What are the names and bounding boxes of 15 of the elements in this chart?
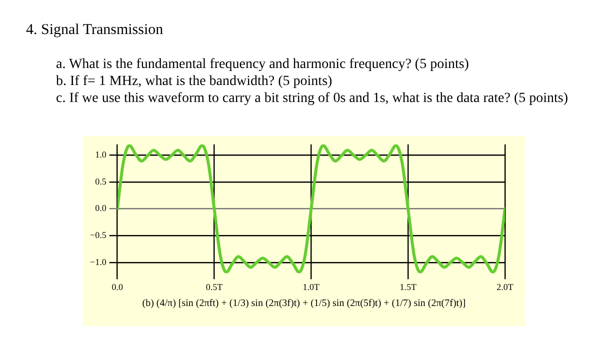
text: a. What is the fundamental frequency and harmonic frequency? (5 points) bbox=[56, 56, 470, 73]
y-tick-label: 1.0 bbox=[95, 149, 107, 160]
x-tick-label: 0.0 bbox=[112, 282, 124, 292]
text: (b) (4/π) [sin (2πft) + (1/3) sin (2π(3f)t) + (1/5) sin (2π(5f)t) + (1/7) sin (2π(7f)t)] bbox=[141, 298, 467, 309]
y-tick-label: 0.0 bbox=[95, 203, 107, 214]
text: b. If f= 1 MHz, what is the bandwidth? (5 points) bbox=[56, 73, 334, 90]
x-tick-label: 2.0T bbox=[496, 282, 514, 292]
x-tick-label: 1.5T bbox=[400, 282, 417, 292]
text: c. If we use this waveform to carry a bit string of 0s and 1s, what is the data rate? (5 points) bbox=[56, 90, 570, 107]
x-tick-label: 0.5T bbox=[206, 282, 224, 292]
x-tick-label: 1.0T bbox=[302, 282, 320, 292]
y-tick-label: −1.0 bbox=[90, 256, 107, 267]
chart-title: 4. Signal Transmission bbox=[26, 22, 164, 39]
y-tick-label: −0.5 bbox=[90, 230, 107, 240]
y-tick-label: 0.5 bbox=[95, 176, 107, 186]
